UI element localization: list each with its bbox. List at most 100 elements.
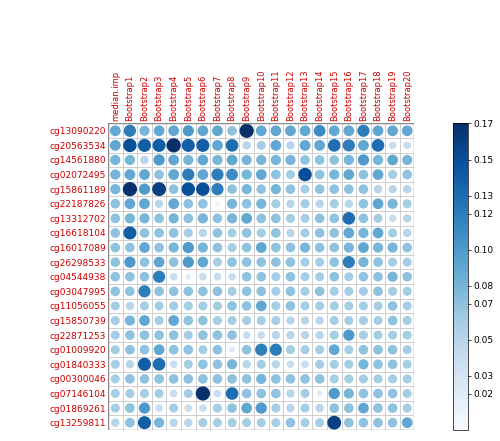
Circle shape: [242, 170, 251, 179]
Bar: [196, 211, 210, 226]
Circle shape: [184, 200, 192, 208]
Circle shape: [111, 273, 120, 281]
Circle shape: [359, 360, 368, 369]
Bar: [370, 226, 386, 240]
Circle shape: [125, 170, 134, 179]
Bar: [108, 284, 122, 299]
Circle shape: [330, 375, 338, 383]
Circle shape: [402, 126, 412, 135]
Bar: [166, 284, 181, 299]
Bar: [196, 226, 210, 240]
Circle shape: [360, 346, 368, 354]
Circle shape: [110, 126, 120, 135]
Circle shape: [258, 142, 265, 149]
Bar: [225, 153, 240, 167]
Bar: [312, 386, 327, 401]
Bar: [298, 401, 312, 415]
Circle shape: [345, 375, 352, 383]
Bar: [122, 167, 137, 182]
Bar: [122, 123, 137, 138]
Circle shape: [214, 317, 222, 324]
Bar: [370, 415, 386, 430]
Bar: [240, 299, 254, 313]
Bar: [342, 226, 356, 240]
Bar: [268, 123, 283, 138]
Circle shape: [184, 375, 192, 383]
Bar: [370, 357, 386, 372]
Bar: [268, 269, 283, 284]
Circle shape: [155, 170, 163, 179]
Bar: [312, 211, 327, 226]
Circle shape: [198, 316, 207, 325]
Circle shape: [216, 202, 219, 206]
Circle shape: [228, 302, 236, 310]
Bar: [386, 299, 400, 313]
Bar: [137, 153, 152, 167]
Bar: [108, 415, 122, 430]
Circle shape: [213, 141, 222, 150]
Bar: [225, 401, 240, 415]
Circle shape: [112, 317, 119, 324]
Circle shape: [213, 126, 222, 135]
Circle shape: [330, 345, 339, 355]
Bar: [386, 372, 400, 386]
Bar: [137, 415, 152, 430]
Bar: [370, 196, 386, 211]
Circle shape: [404, 360, 411, 368]
Circle shape: [360, 273, 368, 281]
Bar: [122, 211, 137, 226]
Bar: [181, 401, 196, 415]
Bar: [312, 255, 327, 269]
Circle shape: [316, 170, 324, 179]
Circle shape: [140, 170, 149, 179]
Circle shape: [214, 346, 222, 354]
Bar: [108, 240, 122, 255]
Circle shape: [360, 170, 368, 179]
Circle shape: [112, 404, 119, 412]
Bar: [268, 386, 283, 401]
Bar: [356, 328, 370, 342]
Bar: [254, 299, 268, 313]
Circle shape: [316, 243, 324, 252]
Circle shape: [330, 185, 338, 193]
Bar: [356, 313, 370, 328]
Circle shape: [242, 229, 251, 237]
Bar: [386, 226, 400, 240]
Circle shape: [156, 200, 162, 207]
Bar: [108, 138, 122, 153]
Bar: [342, 313, 356, 328]
Circle shape: [316, 360, 324, 368]
Bar: [283, 299, 298, 313]
Bar: [254, 226, 268, 240]
Bar: [342, 211, 356, 226]
Bar: [370, 269, 386, 284]
Circle shape: [330, 170, 338, 179]
Bar: [152, 153, 166, 167]
Circle shape: [316, 200, 323, 207]
Circle shape: [229, 273, 235, 280]
Circle shape: [182, 139, 194, 151]
Circle shape: [344, 243, 353, 252]
Bar: [370, 328, 386, 342]
Bar: [152, 226, 166, 240]
Bar: [386, 313, 400, 328]
Circle shape: [242, 185, 251, 194]
Bar: [254, 284, 268, 299]
Circle shape: [389, 258, 396, 266]
Bar: [210, 211, 225, 226]
Bar: [342, 269, 356, 284]
Bar: [312, 153, 327, 167]
Bar: [240, 182, 254, 196]
Bar: [210, 255, 225, 269]
Circle shape: [111, 214, 120, 222]
Circle shape: [242, 302, 251, 310]
Circle shape: [257, 389, 266, 398]
Circle shape: [170, 302, 177, 310]
Bar: [283, 357, 298, 372]
Bar: [210, 182, 225, 196]
Circle shape: [110, 141, 120, 150]
Bar: [327, 372, 342, 386]
Bar: [327, 313, 342, 328]
Bar: [370, 401, 386, 415]
Circle shape: [374, 302, 382, 310]
